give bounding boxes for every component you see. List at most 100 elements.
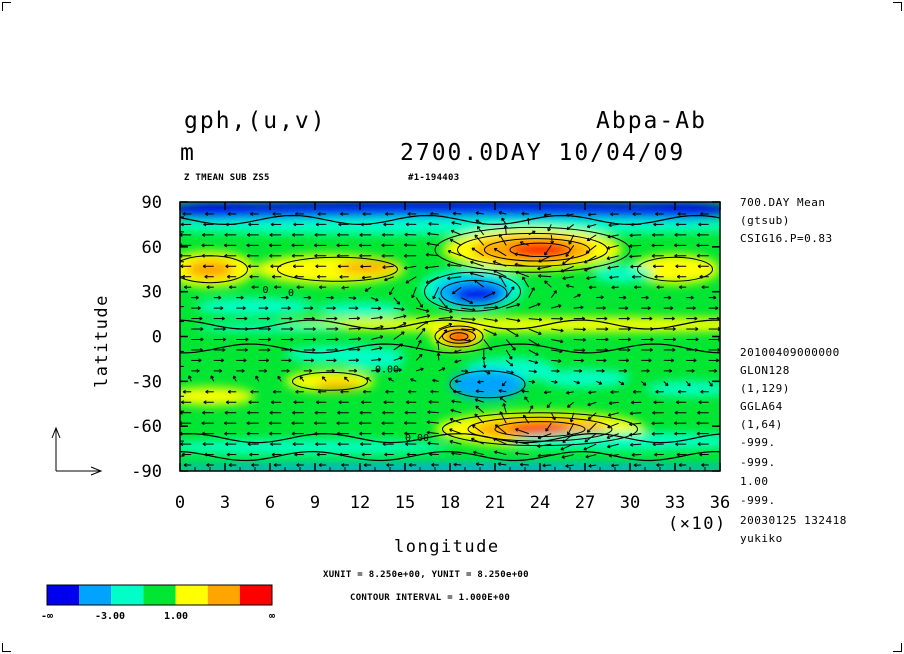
wind-vector bbox=[708, 381, 713, 387]
wind-vector-head bbox=[503, 224, 508, 229]
corner-mark-tr bbox=[893, 2, 902, 11]
wind-vector bbox=[528, 230, 536, 236]
wind-vector-head bbox=[353, 296, 357, 301]
wind-vector-head bbox=[700, 389, 704, 394]
wind-vector-head bbox=[501, 217, 505, 222]
wind-vector-head bbox=[652, 232, 656, 237]
field-cell bbox=[195, 297, 315, 316]
wind-vector-head bbox=[629, 254, 633, 259]
wind-vector-head bbox=[675, 400, 680, 405]
wind-vector-head bbox=[428, 221, 432, 226]
wind-vector-head bbox=[271, 274, 276, 279]
wind-vector-head bbox=[474, 398, 479, 402]
wind-vector-head bbox=[425, 252, 429, 257]
wind-vector-head bbox=[292, 410, 296, 415]
contour-line bbox=[180, 343, 720, 354]
wind-vector-head bbox=[426, 308, 430, 313]
info-line: -999. bbox=[740, 436, 776, 449]
wind-vector-head bbox=[357, 347, 361, 352]
wind-vector-head bbox=[611, 285, 615, 290]
wind-vector-head bbox=[607, 413, 612, 417]
field-cell bbox=[180, 216, 720, 235]
x-tick-label: 9 bbox=[310, 493, 320, 513]
x-tick-label: 33 bbox=[665, 493, 685, 513]
contour-line bbox=[440, 279, 508, 307]
subtitle-left: Z TMEAN SUB ZS5 bbox=[184, 173, 270, 183]
wind-vector-head bbox=[420, 367, 424, 372]
wind-vector-head bbox=[264, 368, 268, 373]
wind-vector-head bbox=[312, 337, 316, 342]
wind-vector-head bbox=[565, 213, 570, 217]
wind-vector-head bbox=[332, 306, 336, 311]
wind-vector bbox=[416, 368, 424, 372]
wind-vector-head bbox=[376, 368, 380, 373]
wind-vector-head bbox=[404, 431, 408, 436]
wind-vector bbox=[514, 441, 529, 445]
wind-vector-head bbox=[228, 463, 232, 467]
wind-vector-head bbox=[696, 253, 700, 258]
wind-vector-head bbox=[714, 368, 718, 373]
wind-vector-head bbox=[404, 421, 408, 425]
wind-vector-head bbox=[514, 262, 518, 267]
wind-vector-head bbox=[340, 389, 344, 394]
wind-vector-head bbox=[471, 247, 476, 252]
wind-vector-head bbox=[668, 295, 672, 300]
wind-vector-head bbox=[538, 331, 542, 336]
wind-vector-head bbox=[246, 431, 250, 436]
colorbar-swatch bbox=[111, 585, 144, 605]
wind-vector-head bbox=[317, 389, 321, 394]
wind-vector-head bbox=[219, 368, 223, 373]
wind-vector-head bbox=[697, 442, 701, 447]
wind-vector bbox=[494, 451, 507, 456]
wind-vector-head bbox=[241, 368, 245, 373]
wind-vector bbox=[321, 376, 327, 382]
wind-vector bbox=[586, 234, 597, 242]
wind-vector-head bbox=[334, 347, 338, 352]
wind-vector bbox=[640, 380, 647, 386]
wind-vector-head bbox=[381, 243, 385, 248]
subtitle-id: #1-194403 bbox=[408, 173, 460, 183]
wind-vector bbox=[494, 248, 507, 257]
wind-vector-head bbox=[426, 420, 430, 425]
wind-vector-head bbox=[296, 463, 300, 467]
wind-vector bbox=[454, 349, 462, 353]
wind-vector-head bbox=[330, 295, 334, 300]
field-cell bbox=[345, 357, 405, 370]
wind-vector-head bbox=[232, 375, 237, 380]
field-cell bbox=[337, 261, 398, 274]
wind-vector-head bbox=[249, 452, 253, 457]
x-tick-label: 12 bbox=[350, 493, 370, 513]
wind-vector-head bbox=[407, 211, 411, 216]
wind-vector-head bbox=[383, 222, 387, 227]
wind-vector-head bbox=[227, 389, 231, 394]
wind-vector-head bbox=[492, 437, 497, 442]
wind-vector bbox=[550, 290, 557, 298]
wind-vector-head bbox=[266, 316, 270, 321]
wind-vector bbox=[522, 414, 530, 424]
wind-vector-head bbox=[577, 293, 581, 298]
field-cell bbox=[592, 264, 653, 283]
wind-vector-head bbox=[267, 347, 271, 352]
wind-vector bbox=[562, 276, 574, 279]
wind-vector-head bbox=[292, 442, 296, 447]
x-tick-label: 27 bbox=[575, 493, 595, 513]
wind-vector-head bbox=[427, 410, 431, 415]
wind-vector-head bbox=[652, 410, 656, 415]
wind-vector-head bbox=[565, 463, 569, 468]
contour-label: 0 bbox=[263, 285, 269, 296]
info-line: GLON128 bbox=[740, 364, 790, 377]
wind-vector bbox=[415, 321, 429, 330]
wind-vector-head bbox=[449, 238, 454, 243]
wind-vector-head bbox=[401, 331, 405, 336]
wind-vector-head bbox=[499, 396, 504, 401]
wind-vector bbox=[546, 401, 552, 408]
wind-vector-head bbox=[206, 463, 210, 467]
wind-vector-head bbox=[248, 222, 252, 227]
wind-vector-head bbox=[676, 274, 681, 279]
wind-vector bbox=[438, 297, 448, 309]
wind-vector-head bbox=[634, 285, 638, 290]
wind-vector bbox=[450, 238, 462, 246]
wind-vector-head bbox=[696, 243, 700, 248]
wind-vector-head bbox=[700, 211, 704, 216]
wind-vector bbox=[545, 422, 552, 432]
